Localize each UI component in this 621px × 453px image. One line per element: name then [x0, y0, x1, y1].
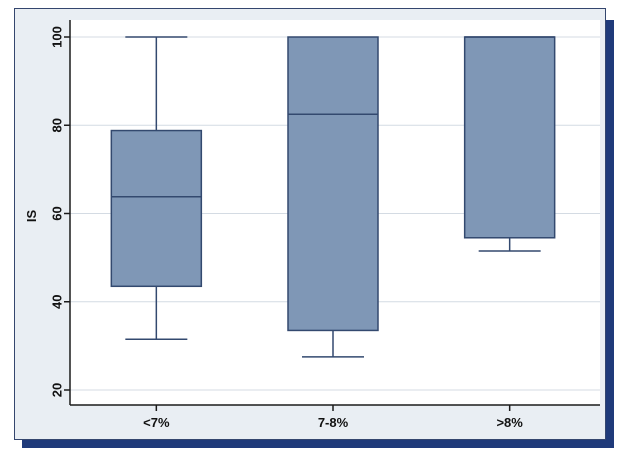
- y-tick-label: 40: [49, 295, 64, 309]
- box-group: [287, 36, 379, 358]
- x-tick-label: >8%: [496, 415, 523, 430]
- box-group: [463, 36, 556, 252]
- iqr-box: [463, 36, 556, 239]
- boxes: [110, 36, 556, 358]
- y-tick-label: 100: [49, 26, 64, 48]
- y-tick-label: 80: [49, 118, 64, 132]
- iqr-box: [110, 129, 203, 288]
- y-tick-label: 20: [49, 383, 64, 397]
- iqr-box: [287, 36, 379, 332]
- box-group: [110, 36, 203, 341]
- y-tick-label: 60: [49, 206, 64, 220]
- x-tick-label: <7%: [143, 415, 170, 430]
- y-axis-title: IS: [24, 210, 39, 223]
- x-tick-label: 7-8%: [318, 415, 349, 430]
- axis-ticks: 20 40 60 80 100 <7% 7-8% >8%: [49, 26, 523, 430]
